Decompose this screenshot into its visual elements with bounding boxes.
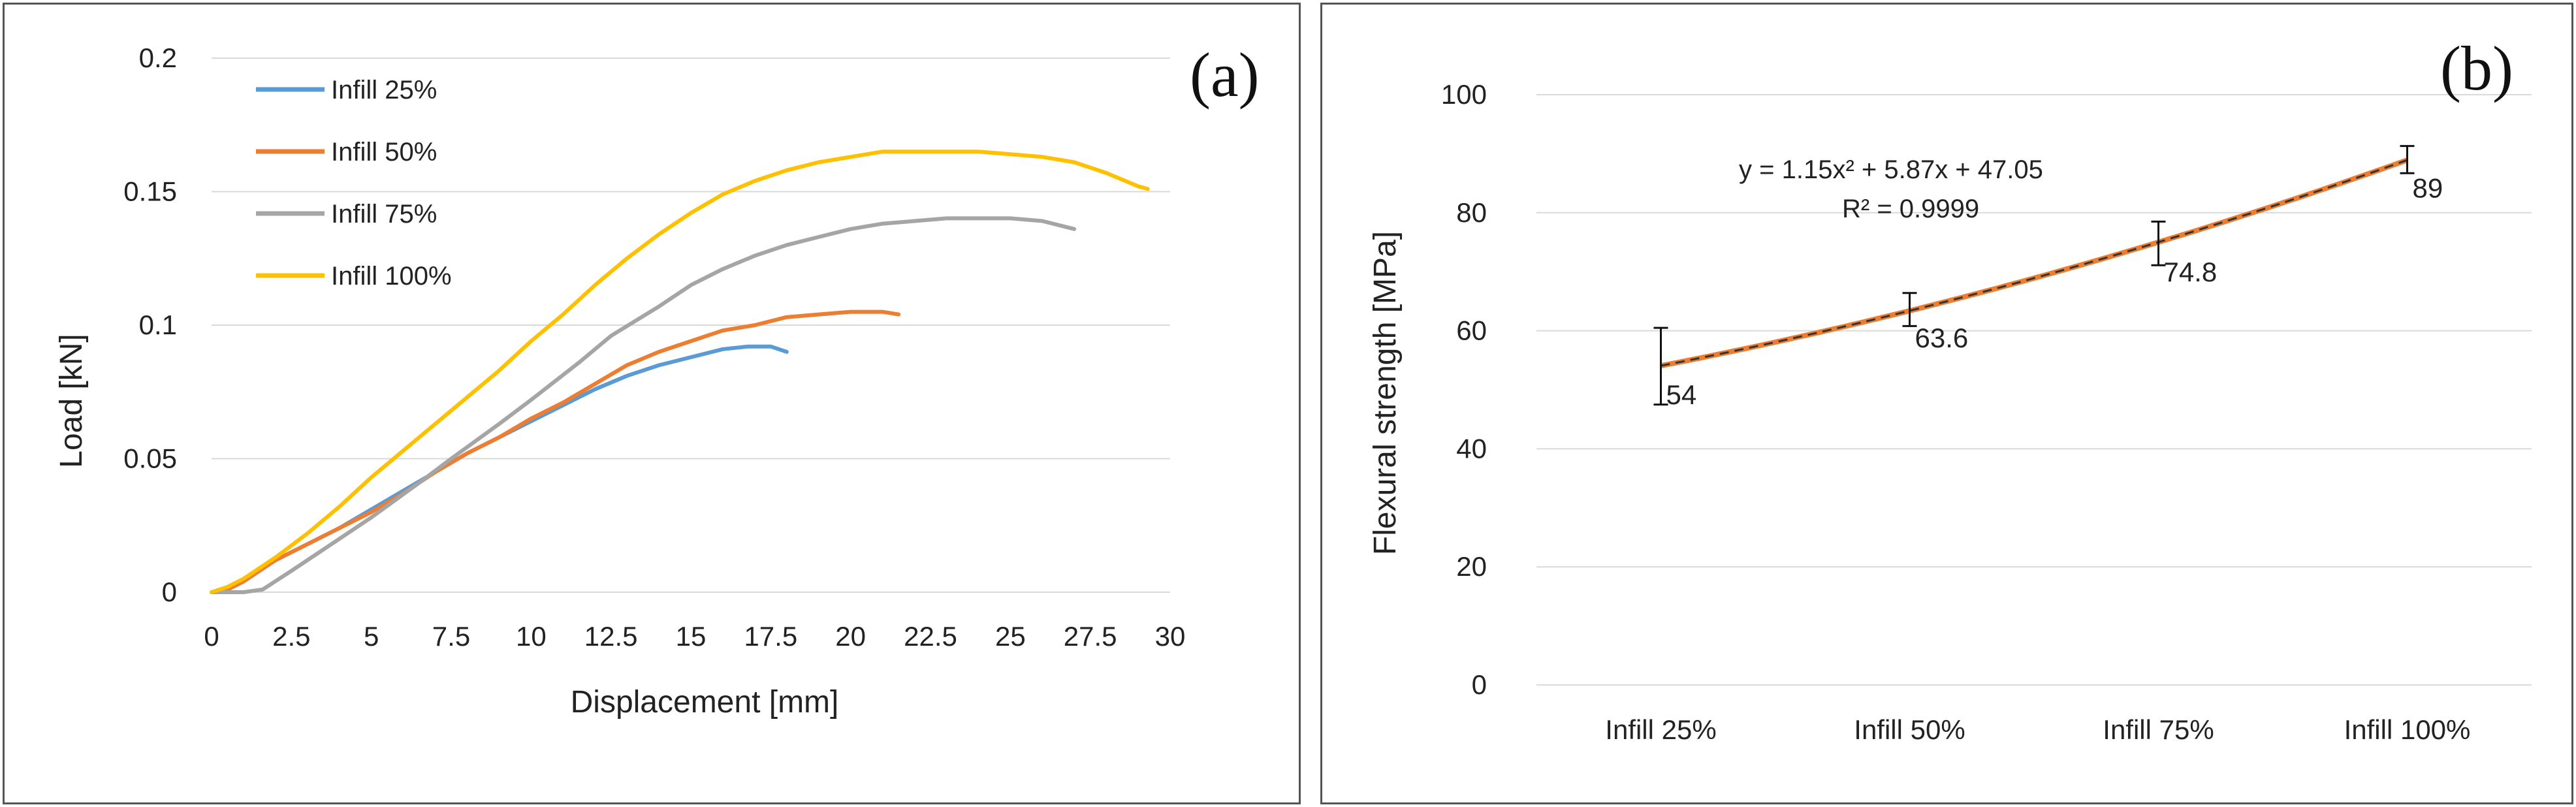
y-tick-label: 0.1 — [139, 309, 177, 340]
flexural-strength-chart: 54 63.6 74.8 89 Infill 25% Infill 50% Infill … — [1368, 33, 2532, 745]
data-label: 89 — [2413, 172, 2443, 203]
panel-b: 54 63.6 74.8 89 Infill 25% Infill 50% Infill … — [1320, 3, 2573, 804]
series-line — [1660, 157, 2408, 369]
panel-a: 0 2.5 5 7.5 10 12.5 15 17.5 20 22.5 25 27.5 30 0 0.05… — [3, 3, 1301, 804]
x-category-label: Infill 25% — [1605, 714, 1716, 745]
data-label: 63.6 — [1915, 323, 1969, 353]
x-category-label: Infill 100% — [2344, 714, 2471, 745]
y-axis-title: Load [kN] — [54, 334, 89, 467]
x-category-label: Infill 75% — [2103, 714, 2214, 745]
x-tick-label: 12.5 — [584, 621, 638, 652]
x-tick-label: 2.5 — [272, 621, 310, 652]
trendline-equation: y = 1.15x² + 5.87x + 47.05 — [1739, 155, 2043, 184]
y-tick-label: 0 — [1472, 669, 1487, 700]
x-tick-label: 10 — [516, 621, 547, 652]
x-tick-label: 5 — [364, 621, 379, 652]
series-line-infill-50- — [210, 309, 901, 594]
series-line-infill-100- — [210, 150, 1150, 594]
y-tick-label: 60 — [1456, 315, 1487, 346]
y-tick-label: 100 — [1441, 79, 1487, 110]
trendline-r-squared: R² = 0.9999 — [1842, 195, 1979, 223]
legend-label: Infill 75% — [331, 200, 437, 229]
series-line-infill-75- — [210, 216, 1077, 594]
y-tick-label: 0.15 — [123, 176, 177, 207]
x-tick-label: 7.5 — [432, 621, 470, 652]
data-label: 74.8 — [2164, 257, 2218, 287]
x-tick-label: 27.5 — [1064, 621, 1117, 652]
y-tick-label: 0.05 — [123, 443, 177, 474]
x-category-label: Infill 50% — [1854, 714, 1965, 745]
legend-label: Infill 25% — [331, 76, 437, 104]
data-label: 54 — [1666, 379, 1697, 410]
trendline — [1661, 159, 2408, 367]
load-displacement-chart: 0 2.5 5 7.5 10 12.5 15 17.5 20 22.5 25 27.5 30 0 0.05… — [54, 40, 1260, 720]
series-line-infill-25- — [210, 344, 789, 594]
x-tick-label: 22.5 — [904, 621, 957, 652]
x-tick-label: 15 — [676, 621, 707, 652]
y-tick-label: 0.2 — [139, 42, 177, 73]
x-tick-label: 0 — [204, 621, 219, 652]
y-tick-label: 20 — [1456, 551, 1487, 582]
x-axis-title: Displacement [mm] — [571, 685, 839, 720]
x-tick-label: 20 — [835, 621, 866, 652]
x-tick-label: 17.5 — [744, 621, 797, 652]
x-tick-label: 30 — [1155, 621, 1186, 652]
panel-label-a: (a) — [1190, 40, 1260, 110]
legend-label: Infill 100% — [331, 262, 452, 291]
y-tick-label: 80 — [1456, 197, 1487, 228]
y-tick-label: 40 — [1456, 433, 1487, 464]
panel-label-b: (b) — [2440, 33, 2513, 103]
y-axis-title: Flexural strength [MPa] — [1368, 231, 1403, 555]
y-tick-label: 0 — [162, 577, 177, 607]
legend-label: Infill 50% — [331, 138, 437, 166]
x-tick-label: 25 — [995, 621, 1026, 652]
